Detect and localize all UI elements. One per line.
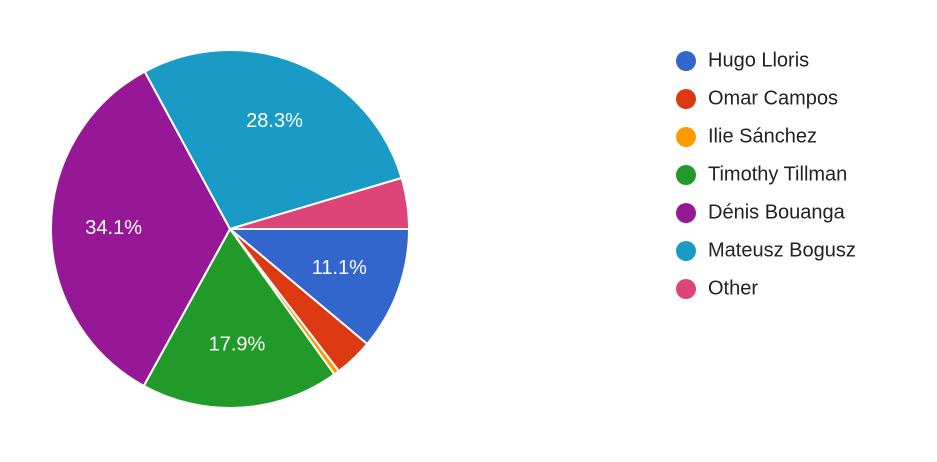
slice-label: 34.1% [85, 217, 142, 239]
pie-slice [50, 70, 232, 388]
legend-label: Omar Campos [708, 87, 838, 109]
pie-slice [143, 49, 403, 231]
legend-swatch [676, 89, 696, 109]
legend-label: Mateusz Bogusz [708, 239, 856, 261]
legend-label: Dénis Bouanga [708, 201, 846, 223]
pie-slice [227, 228, 411, 346]
legend-swatch [676, 279, 696, 299]
pie-slice [142, 227, 336, 409]
legend-label: Ilie Sánchez [708, 125, 817, 147]
legend-swatch [676, 51, 696, 71]
slice-label: 28.3% [246, 110, 303, 132]
legend-swatch [676, 165, 696, 185]
legend-swatch [676, 241, 696, 261]
legend-label: Timothy Tillman [708, 163, 847, 185]
slice-label: 17.9% [209, 333, 266, 355]
legend-label: Hugo Lloris [708, 49, 809, 71]
slice-label: 11.1% [312, 257, 367, 279]
legend-label: Other [708, 277, 758, 299]
pie-slice [229, 176, 411, 230]
legend-swatch [676, 203, 696, 223]
legend-swatch [676, 127, 696, 147]
